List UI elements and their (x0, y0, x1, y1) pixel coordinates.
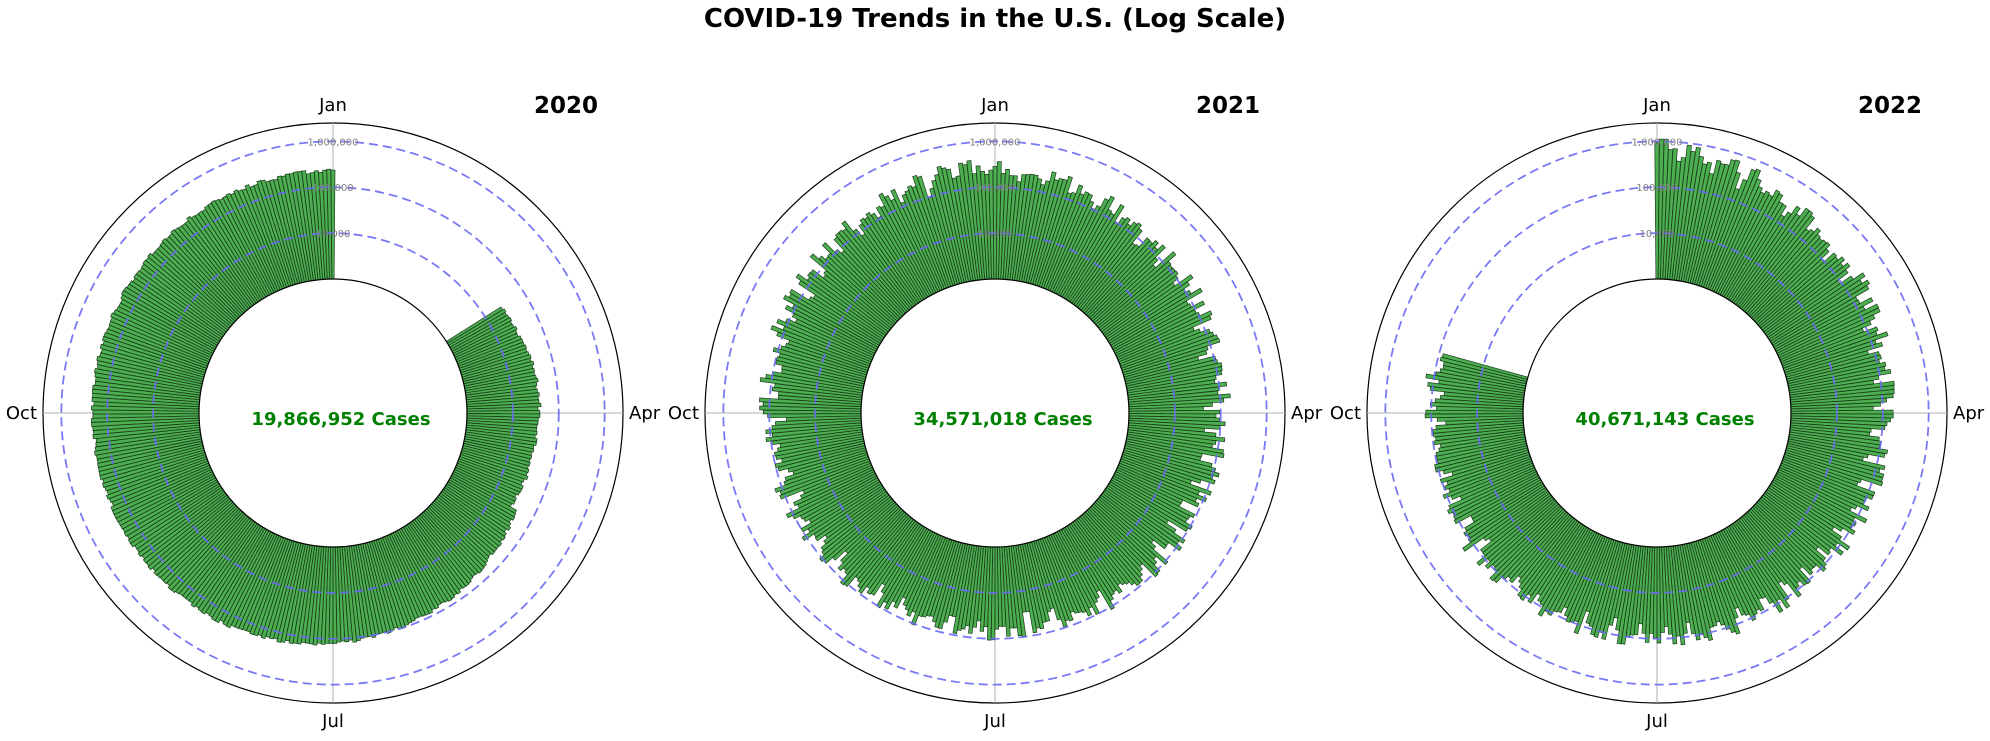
reference-ring-label: 100,000 (974, 183, 1015, 194)
reference-ring (1476, 232, 1838, 594)
reference-ring (722, 140, 1268, 686)
month-label: Apr (1291, 403, 1323, 424)
reference-ring (1384, 140, 1930, 686)
year-title: 2021 (1196, 93, 1260, 119)
polar-chart-2020: 10,000 100,000 1,000,000 Jan Apr Jul Oct 2020 19… (6, 93, 661, 732)
reference-ring-label: 10,000 (978, 229, 1013, 240)
polar-chart-2022: 10,000 100,000 1,000,000 Jan Apr Jul Oct 2022 40… (1330, 93, 1985, 732)
month-label: Jul (1645, 711, 1668, 732)
month-label: Jul (321, 711, 344, 732)
day-bar (466, 410, 541, 415)
figure-title: COVID-19 Trends in the U.S. (Log Scale) (703, 4, 1287, 34)
reference-ring-label: 100,000 (312, 183, 353, 194)
month-label: Jan (318, 95, 347, 116)
reference-ring-label: 10,000 (1640, 229, 1675, 240)
inner-hole (860, 278, 1130, 548)
reference-ring-label: 10,000 (316, 229, 351, 240)
month-label: Oct (1330, 403, 1361, 424)
month-label: Oct (6, 403, 37, 424)
reference-ring (1430, 186, 1884, 640)
reference-ring-label: 1,000,000 (1632, 137, 1683, 148)
reference-ring-label: 1,000,000 (970, 137, 1021, 148)
month-label: Apr (629, 403, 661, 424)
reference-ring (768, 186, 1222, 640)
reference-ring-label: 1,000,000 (308, 137, 359, 148)
reference-ring (106, 186, 560, 640)
month-label: Oct (668, 403, 699, 424)
inner-hole (198, 278, 468, 548)
total-cases-label: 34,571,018 Cases (913, 409, 1092, 430)
month-label: Apr (1953, 403, 1985, 424)
month-label: Jul (983, 711, 1006, 732)
reference-ring (60, 140, 606, 686)
year-title: 2020 (534, 93, 598, 119)
month-label: Jan (1642, 95, 1671, 116)
month-label: Jan (980, 95, 1009, 116)
reference-ring (814, 232, 1176, 594)
reference-ring-label: 100,000 (1636, 183, 1677, 194)
total-cases-label: 40,671,143 Cases (1575, 409, 1754, 430)
reference-ring (152, 232, 514, 594)
year-title: 2022 (1858, 93, 1922, 119)
total-cases-label: 19,866,952 Cases (251, 409, 430, 430)
bars (1424, 138, 1895, 646)
polar-chart-2021: 10,000 100,000 1,000,000 Jan Apr Jul Oct 2021 34… (668, 93, 1323, 732)
inner-hole (1522, 278, 1792, 548)
